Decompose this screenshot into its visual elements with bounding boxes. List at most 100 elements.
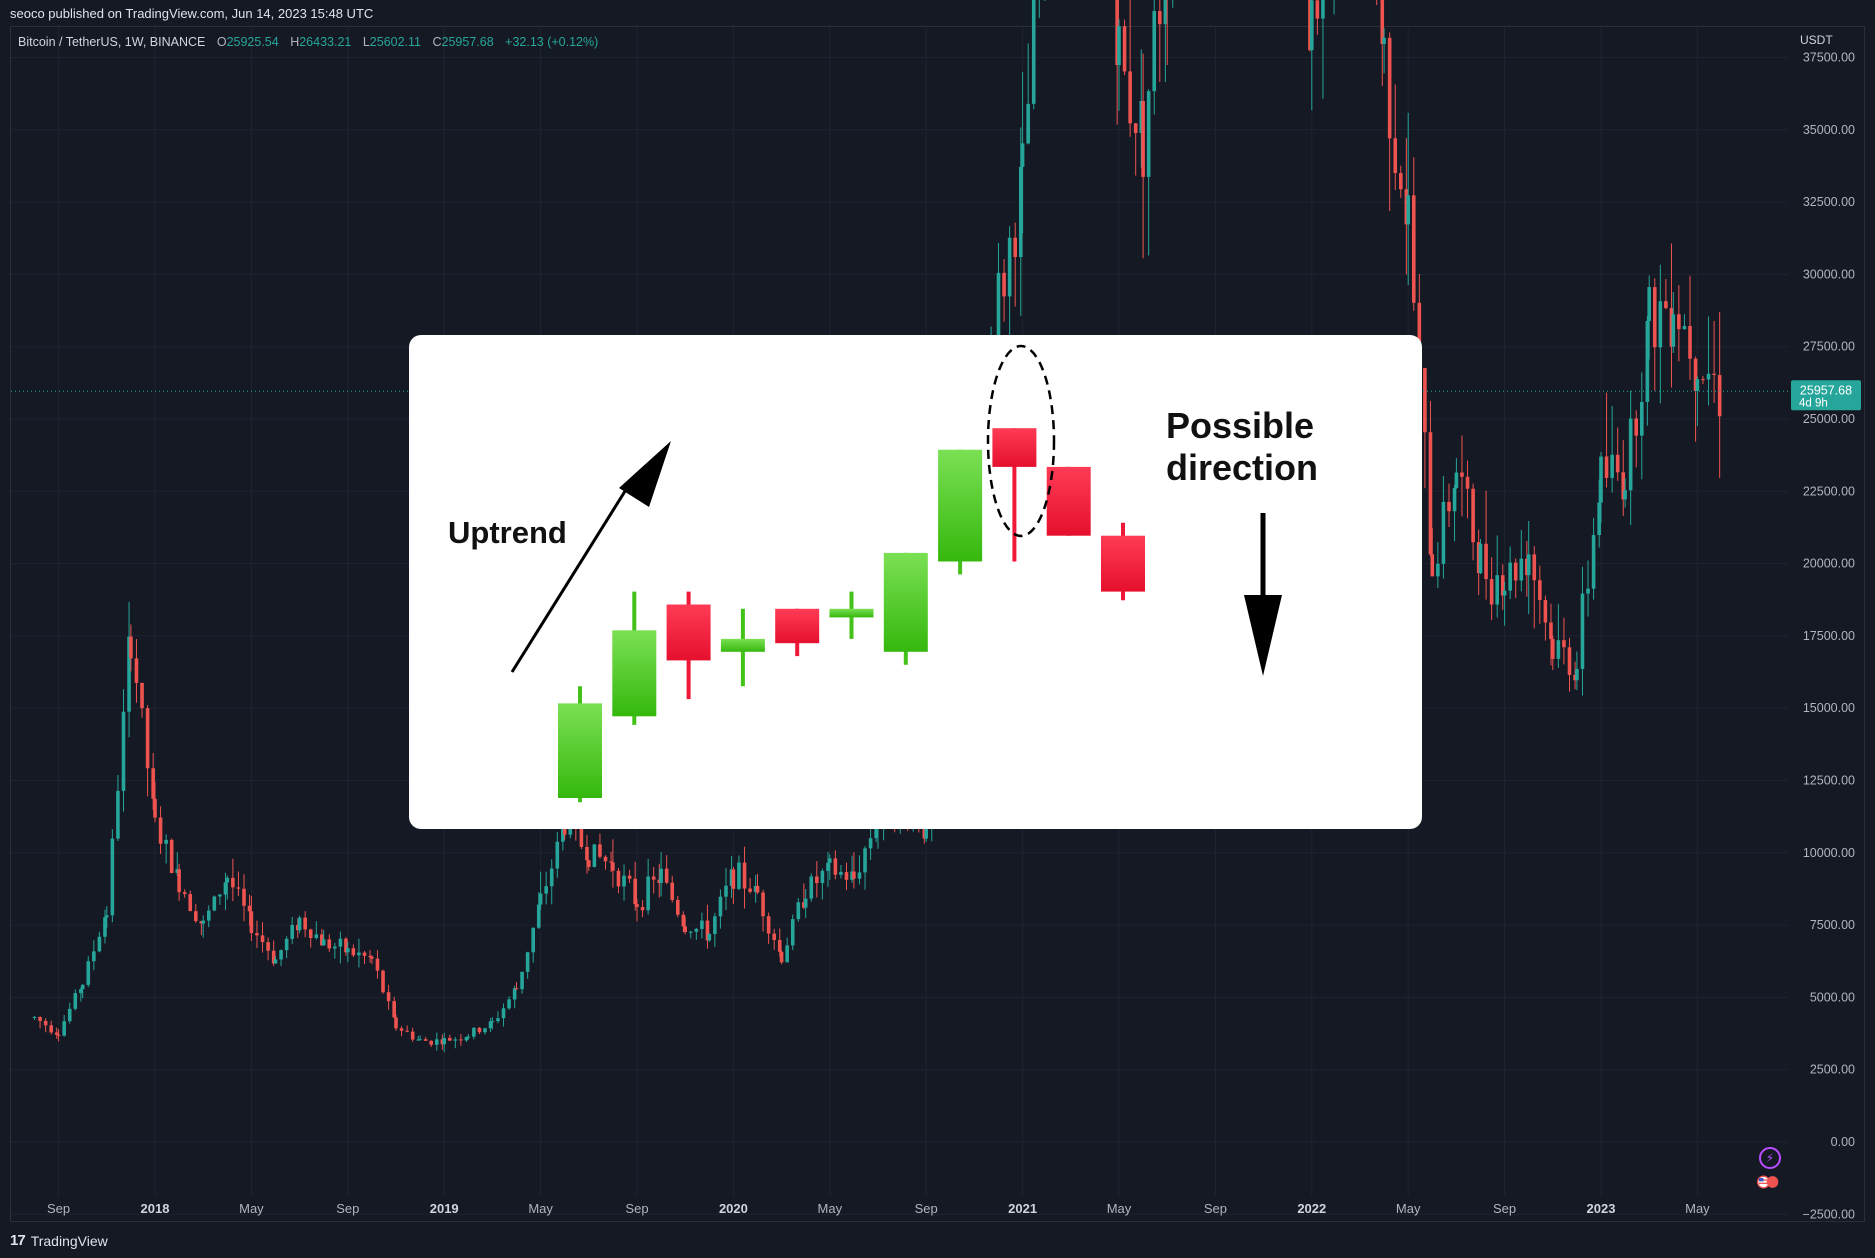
currency-label[interactable]: USDT [1800, 33, 1833, 47]
candle-body [1139, 101, 1144, 134]
x-tick-label: May [528, 1201, 553, 1216]
candle-body [852, 871, 856, 879]
candle-body [297, 917, 302, 931]
candle-body [538, 893, 543, 905]
candle-body [766, 916, 771, 934]
y-tick-label: 10000.00 [1803, 846, 1855, 860]
candle-body [683, 926, 687, 932]
chart-pane[interactable] [10, 26, 1865, 1222]
candle-body [514, 988, 519, 990]
y-tick-label: 15000.00 [1803, 701, 1855, 715]
candle-body [392, 1001, 396, 1018]
candle-body [640, 906, 645, 911]
candle-body [429, 1040, 434, 1045]
candle-body [1573, 674, 1577, 681]
y-tick-label: 7500.00 [1810, 918, 1855, 932]
candle-body [1115, 0, 1119, 66]
candle-body [38, 1016, 42, 1021]
candle-body [1423, 368, 1427, 433]
candle-body [1460, 472, 1464, 477]
lightning-icon[interactable]: ⚡ [1759, 1147, 1781, 1169]
candle-body [212, 896, 217, 911]
candle-body [1141, 101, 1145, 177]
arrow-down-icon [1244, 595, 1282, 676]
candle-body [748, 888, 752, 892]
illustration-candles [558, 428, 1145, 803]
candle-body [1007, 237, 1012, 297]
candle-body [182, 892, 187, 895]
candle-body [1597, 502, 1601, 536]
illustration-candle-body [938, 449, 983, 562]
candle-body [242, 888, 246, 906]
candle-body [742, 862, 747, 889]
candle-body [338, 938, 343, 947]
x-tick-label: May [1396, 1201, 1421, 1216]
close-key: C [432, 35, 442, 49]
candle-body [1441, 501, 1446, 564]
candle-body [713, 916, 717, 935]
high-key: H [290, 35, 300, 49]
candle-body [1610, 454, 1614, 478]
candle-body [820, 870, 825, 884]
candle-body [857, 872, 862, 879]
candle-body [153, 798, 157, 818]
y-tick-label: 12500.00 [1803, 774, 1855, 788]
candle-body [490, 1021, 495, 1023]
candle-body [1615, 454, 1620, 473]
y-tick-label: 17500.00 [1803, 629, 1855, 643]
candle-body [1701, 379, 1705, 381]
y-tick-label: 30000.00 [1803, 267, 1855, 281]
candle-body [434, 1039, 439, 1045]
flag-icon[interactable] [1757, 1171, 1779, 1193]
candle-body [850, 871, 854, 880]
candle-body [512, 988, 517, 1000]
illustration-candle-body [1101, 535, 1145, 592]
candle-body [1452, 487, 1457, 512]
candle-body [1484, 543, 1488, 580]
footer-branding[interactable]: 17 TradingView [10, 1232, 108, 1249]
candle-body [416, 1039, 421, 1041]
candle-body [351, 948, 356, 956]
candle-body [809, 876, 814, 899]
candle-body [201, 920, 205, 924]
candle-body [802, 902, 806, 908]
candle-body [507, 999, 511, 1009]
y-tick-label: 22500.00 [1803, 484, 1855, 498]
symbol-title[interactable]: Bitcoin / TetherUS, 1W, BINANCE [18, 35, 206, 49]
candle-body [1634, 418, 1639, 436]
x-tick-label: Sep [625, 1201, 648, 1216]
candle-body [488, 1021, 493, 1029]
candle-body [357, 952, 361, 956]
candle-body [1532, 554, 1537, 581]
candle-body [62, 1021, 66, 1036]
candle-body [592, 844, 597, 867]
candle-body [1599, 456, 1603, 503]
candle-body [1411, 195, 1416, 303]
candle-body [1122, 26, 1127, 72]
x-tick-label: 2023 [1587, 1201, 1616, 1216]
x-tick-label: Sep [336, 1201, 359, 1216]
candle-body [249, 911, 254, 934]
candle-body [321, 939, 326, 946]
candle-body [755, 885, 760, 893]
candle-body [1677, 314, 1681, 330]
illustration-candle-body [720, 638, 765, 652]
candle-body [681, 914, 686, 927]
x-tick-label: May [1685, 1201, 1710, 1216]
candle-body [327, 939, 332, 949]
illustration-candle-body [666, 604, 711, 661]
candle-body [1315, 0, 1320, 19]
candle-body [56, 1034, 61, 1036]
candle-body [333, 946, 337, 949]
candle-body [105, 915, 109, 918]
tradingview-logo-icon: 17 [10, 1232, 26, 1249]
candle-body [1628, 418, 1633, 491]
candle-body [362, 952, 367, 956]
candle-body [116, 790, 120, 839]
candle-body [863, 848, 867, 873]
countdown-label: 4d 9h [1799, 397, 1828, 409]
candle-body [874, 827, 878, 839]
arrow-up-icon [619, 441, 671, 507]
candle-body [826, 862, 830, 871]
candle-body [646, 876, 650, 911]
